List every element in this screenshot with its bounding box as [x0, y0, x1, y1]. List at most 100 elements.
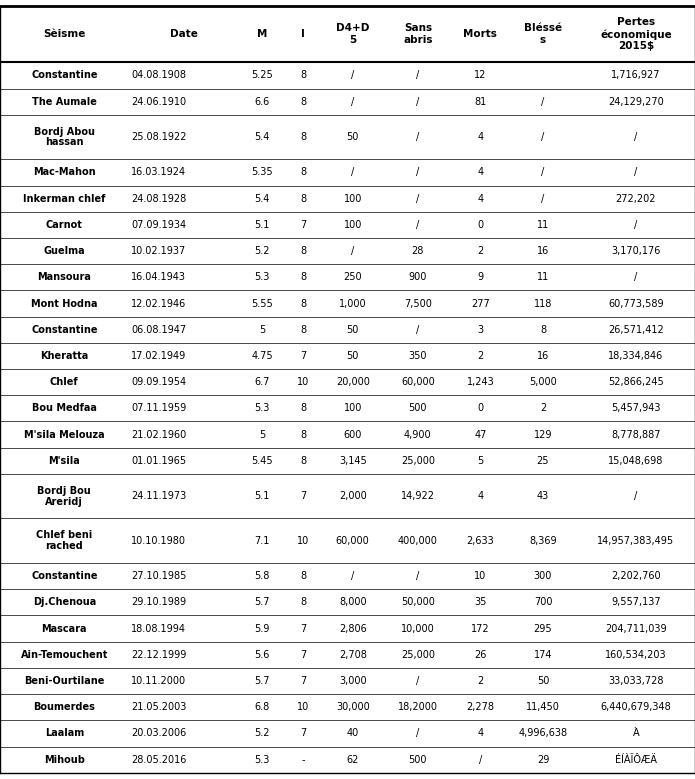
Text: 5.55: 5.55	[252, 298, 273, 308]
Text: 16.03.1924: 16.03.1924	[131, 167, 186, 178]
Text: 24.11.1973: 24.11.1973	[131, 492, 186, 501]
Text: 24.08.1928: 24.08.1928	[131, 194, 186, 203]
Text: Bou Medfaa: Bou Medfaa	[32, 404, 97, 414]
Text: /: /	[351, 167, 354, 178]
Text: /: /	[635, 273, 637, 282]
Text: 7: 7	[300, 623, 306, 633]
Text: 118: 118	[534, 298, 552, 308]
Text: Mansoura: Mansoura	[38, 273, 91, 282]
Text: 600: 600	[343, 429, 362, 439]
Text: 6.7: 6.7	[254, 377, 270, 387]
Text: 26: 26	[474, 650, 486, 660]
Text: 100: 100	[343, 404, 362, 414]
Text: 01.01.1965: 01.01.1965	[131, 456, 186, 466]
Text: 27.10.1985: 27.10.1985	[131, 571, 187, 581]
Text: 8: 8	[300, 298, 306, 308]
Text: 24,129,270: 24,129,270	[608, 97, 664, 107]
Text: 100: 100	[343, 220, 362, 230]
Text: À: À	[632, 728, 639, 738]
Text: 2: 2	[477, 676, 484, 686]
Text: 5,000: 5,000	[529, 377, 557, 387]
Text: 160,534,203: 160,534,203	[605, 650, 667, 660]
Text: 35: 35	[474, 597, 486, 608]
Text: 7: 7	[300, 220, 306, 230]
Text: 277: 277	[471, 298, 490, 308]
Text: Chlef: Chlef	[50, 377, 79, 387]
Text: 25,000: 25,000	[401, 456, 435, 466]
Text: 0: 0	[477, 404, 484, 414]
Text: 7: 7	[300, 728, 306, 738]
Text: 30,000: 30,000	[336, 702, 370, 712]
Text: 8: 8	[300, 167, 306, 178]
Text: 22.12.1999: 22.12.1999	[131, 650, 187, 660]
Text: 5.3: 5.3	[254, 404, 270, 414]
Text: 10.02.1937: 10.02.1937	[131, 246, 186, 256]
Text: /: /	[351, 571, 354, 581]
Text: 8: 8	[300, 429, 306, 439]
Text: 5.45: 5.45	[252, 456, 273, 466]
Text: 28.05.2016: 28.05.2016	[131, 755, 187, 765]
Text: /: /	[541, 167, 545, 178]
Text: 7: 7	[300, 351, 306, 361]
Text: 5.3: 5.3	[254, 755, 270, 765]
Text: Ain-Temouchent: Ain-Temouchent	[21, 650, 108, 660]
Text: /: /	[416, 220, 420, 230]
Text: 50,000: 50,000	[401, 597, 435, 608]
Text: M: M	[257, 30, 268, 39]
Text: /: /	[416, 571, 420, 581]
Text: /: /	[635, 167, 637, 178]
Text: Dj.Chenoua: Dj.Chenoua	[33, 597, 96, 608]
Text: 2: 2	[477, 246, 484, 256]
Text: 60,773,589: 60,773,589	[608, 298, 664, 308]
Text: /: /	[479, 755, 482, 765]
Text: Bordj Bou
Areridj: Bordj Bou Areridj	[38, 486, 91, 506]
Text: 52,866,245: 52,866,245	[608, 377, 664, 387]
Text: 8,778,887: 8,778,887	[611, 429, 661, 439]
Text: 295: 295	[534, 623, 553, 633]
Text: 81: 81	[474, 97, 486, 107]
Text: 3,170,176: 3,170,176	[611, 246, 661, 256]
Text: 07.09.1934: 07.09.1934	[131, 220, 186, 230]
Text: Date: Date	[170, 30, 198, 39]
Text: 6.6: 6.6	[255, 97, 270, 107]
Text: 8,369: 8,369	[529, 536, 557, 546]
Text: Guelma: Guelma	[44, 246, 85, 256]
Text: 5.35: 5.35	[252, 167, 273, 178]
Text: 8: 8	[300, 132, 306, 142]
Text: 10: 10	[474, 571, 486, 581]
Text: 5.1: 5.1	[254, 492, 270, 501]
Text: 09.09.1954: 09.09.1954	[131, 377, 186, 387]
Text: 5.2: 5.2	[254, 246, 270, 256]
Text: 8,000: 8,000	[339, 597, 366, 608]
Text: 2: 2	[477, 351, 484, 361]
Text: /: /	[416, 132, 420, 142]
Text: 24.06.1910: 24.06.1910	[131, 97, 186, 107]
Text: 9: 9	[477, 273, 484, 282]
Text: 5.2: 5.2	[254, 728, 270, 738]
Text: 8: 8	[300, 571, 306, 581]
Text: 06.08.1947: 06.08.1947	[131, 325, 186, 335]
Text: 10: 10	[297, 702, 309, 712]
Text: Constantine: Constantine	[31, 571, 97, 581]
Text: Pertes
économique
2015$: Pertes économique 2015$	[600, 17, 672, 51]
Text: 6.8: 6.8	[255, 702, 270, 712]
Text: 0: 0	[477, 220, 484, 230]
Text: 14,922: 14,922	[401, 492, 435, 501]
Text: 250: 250	[343, 273, 362, 282]
Text: 1,000: 1,000	[339, 298, 366, 308]
Text: 174: 174	[534, 650, 553, 660]
Text: 2,278: 2,278	[466, 702, 494, 712]
Text: 350: 350	[409, 351, 427, 361]
Text: 3,145: 3,145	[339, 456, 366, 466]
Text: 300: 300	[534, 571, 552, 581]
Text: /: /	[541, 132, 545, 142]
Text: ÉĺÀĨÔÆÄ: ÉĺÀĨÔÆÄ	[615, 755, 657, 765]
Text: 272,202: 272,202	[616, 194, 656, 203]
Text: 4: 4	[477, 728, 484, 738]
Text: 3: 3	[477, 325, 484, 335]
Text: 8: 8	[300, 97, 306, 107]
Text: 10,000: 10,000	[401, 623, 435, 633]
Text: 5.25: 5.25	[252, 70, 273, 80]
Text: 5: 5	[259, 325, 265, 335]
Text: 07.11.1959: 07.11.1959	[131, 404, 186, 414]
